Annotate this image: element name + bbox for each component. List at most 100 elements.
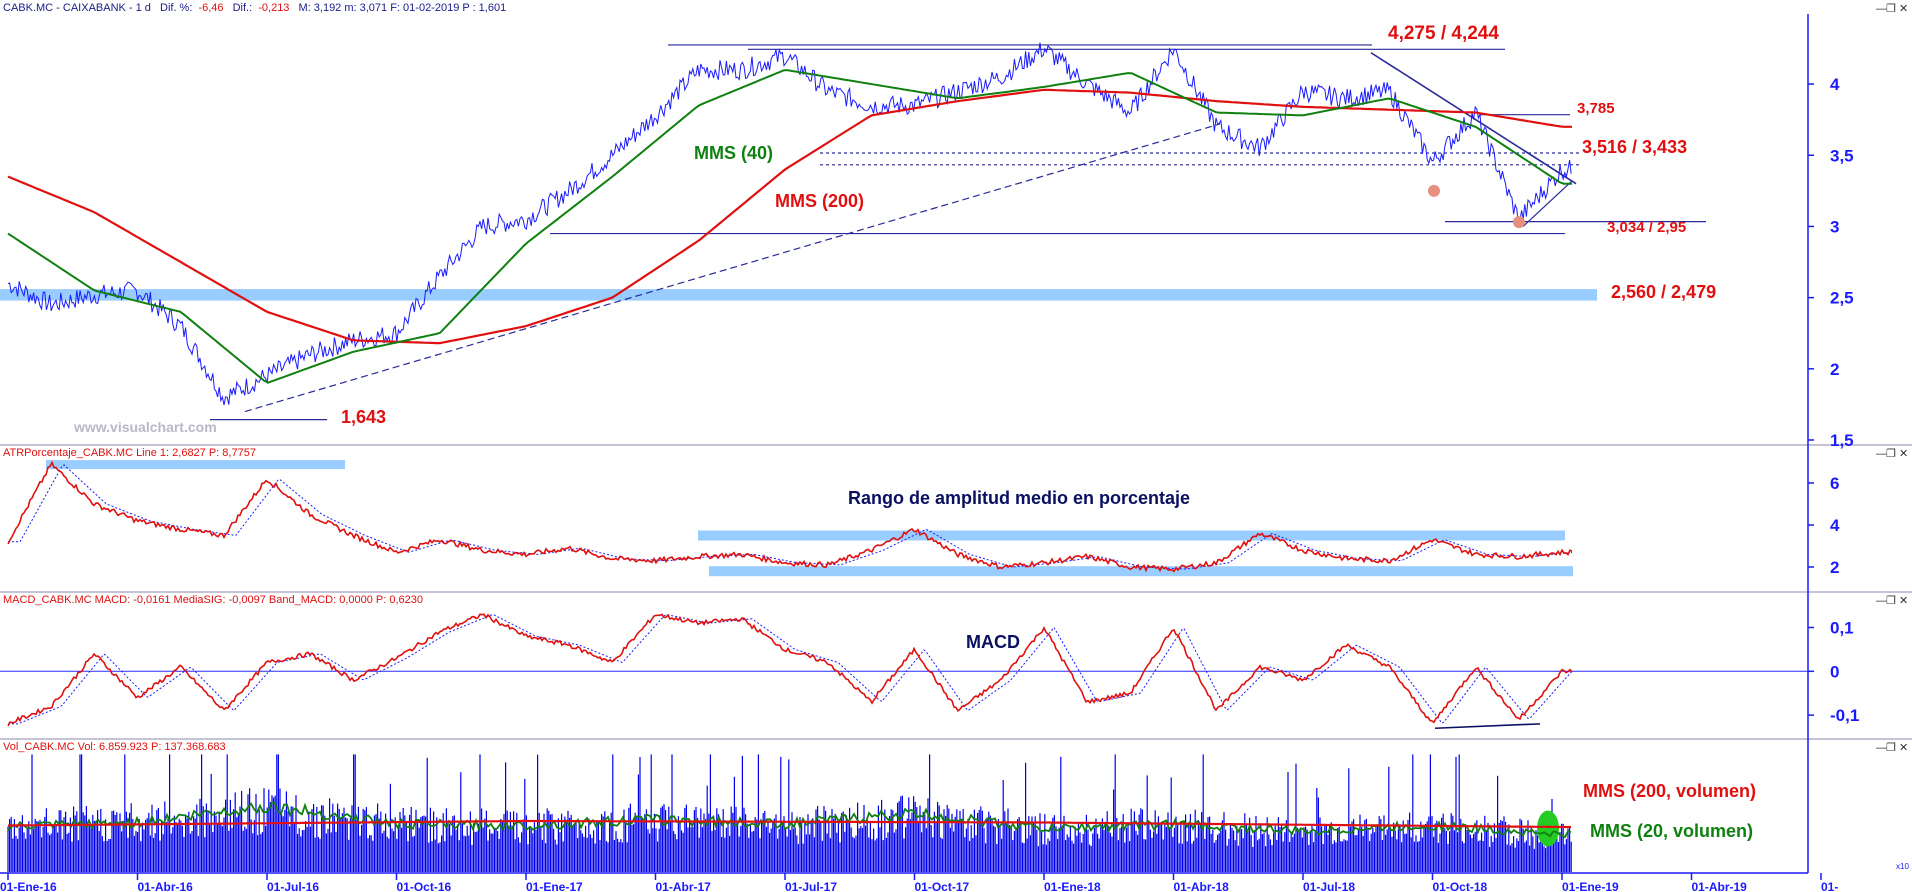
- atr-line: [7, 460, 1573, 573]
- x-tick-label: 01-Oct-18: [1433, 880, 1488, 892]
- atr-axis: 6 4 2: [1808, 474, 1840, 577]
- x-tick-label: 01-: [1821, 880, 1838, 892]
- volume-window-controls: — ❐ ✕: [1876, 742, 1908, 754]
- x-tick-label: 01-Ene-17: [526, 880, 583, 892]
- atr-header-text: ATRPorcentaje_CABK.MC Line 1: 2,6827 P: …: [3, 447, 256, 459]
- volume-close-button[interactable]: ✕: [1899, 742, 1908, 754]
- x-tick-label: 01-Oct-16: [397, 880, 452, 892]
- mma40-line: [7, 69, 1572, 384]
- price-panel: [0, 42, 1706, 421]
- mma200-line: [7, 88, 1572, 345]
- x-tick-label: 01-Oct-17: [915, 880, 970, 892]
- volume-mma200-label: MMS (200, volumen): [1583, 781, 1756, 801]
- x-tick-label: 01-Jul-16: [267, 880, 319, 892]
- x-tick-label: 01-Abr-18: [1174, 880, 1230, 892]
- macd-panel-header: MACD_CABK.MC MACD: -0,0161 MediaSIG: -0,…: [3, 594, 423, 606]
- dif-label: Dif.:: [233, 2, 253, 14]
- long-trendline: [244, 123, 1221, 413]
- svg-text:CABK.MC - CAIXABANK - 1 d: CABK.MC - CAIXABANK - 1 d Dif. %: -6,46 …: [3, 2, 506, 14]
- x-tick-label: 01-Ene-19: [1562, 880, 1619, 892]
- pivot-dot-october: [1428, 184, 1440, 197]
- volume-mma20-label: MMS (20, volumen): [1590, 821, 1753, 841]
- mma40-label: MMS (40): [694, 143, 773, 163]
- macd-window-controls: — ❐ ✕: [1876, 595, 1908, 607]
- macd-signal-line: [8, 613, 1573, 725]
- atr-band-upper: [698, 530, 1565, 541]
- dif-value: -0,213: [258, 2, 289, 14]
- macd-divergence-line: [1434, 723, 1541, 730]
- macd-header-text: MACD_CABK.MC MACD: -0,0161 MediaSIG: -0,…: [3, 594, 423, 606]
- low-label: 1,643: [341, 407, 386, 427]
- atr-restore-button[interactable]: ❐: [1886, 448, 1896, 460]
- x-tick-label: 01-Jul-18: [1303, 880, 1355, 892]
- macd-close-button[interactable]: ✕: [1899, 595, 1908, 607]
- panel-frame: [0, 14, 1912, 874]
- price-axis: 4 3,5 3 2,5 2 1,5: [1808, 75, 1854, 450]
- atr-close-button[interactable]: ✕: [1899, 448, 1908, 460]
- atr-band-lower: [709, 566, 1573, 577]
- atr-caption: Rango de amplitud medio en porcentaje: [848, 488, 1190, 508]
- macd-axis: 0,1 0 -0,1: [1808, 619, 1859, 725]
- x-tick-label: 01-Ene-16: [0, 880, 57, 892]
- scale-tag: x10: [1896, 862, 1909, 871]
- price-extra: M: 3,192 m: 3,071 F: 01-02-2019 P : 1,60…: [299, 2, 507, 14]
- price-minimize-button[interactable]: —: [1876, 3, 1887, 15]
- macd-tick-label: 0,1: [1830, 619, 1854, 638]
- dif-pct-label: Dif. %:: [160, 2, 192, 14]
- atr-signal-line: [8, 464, 1573, 570]
- macd-restore-button[interactable]: ❐: [1886, 595, 1896, 607]
- volume-mma20-line: [7, 801, 1572, 839]
- atr-band-high: [46, 460, 345, 470]
- volume-restore-button[interactable]: ❐: [1886, 742, 1896, 754]
- resistance-label: 4,275 / 4,244: [1388, 23, 1499, 44]
- volume-panel-header: Vol_CABK.MC Vol: 6.859.923 P: 137.368.68…: [3, 741, 226, 753]
- x-tick-label: 01-Jul-17: [785, 880, 837, 892]
- price-tick-label: 2,5: [1830, 289, 1854, 308]
- price-line: [7, 42, 1572, 406]
- macd-panel: [0, 613, 1808, 730]
- level-3034-label: 3,034 / 2,95: [1607, 219, 1686, 236]
- dif-pct-value: -6,46: [198, 2, 223, 14]
- price-annotations: 4,275 / 4,244 3,785 3,516 / 3,433 3,034 …: [73, 23, 1716, 435]
- support-band: [0, 289, 1597, 301]
- price-restore-button[interactable]: ❐: [1886, 3, 1896, 15]
- volume-mma200-line: [8, 819, 1571, 829]
- macd-caption: MACD: [966, 632, 1020, 652]
- level-3516-label: 3,516 / 3,433: [1582, 137, 1687, 157]
- price-tick-label: 2: [1830, 360, 1839, 379]
- uptrend-line: [1522, 180, 1573, 227]
- price-close-button[interactable]: ✕: [1899, 3, 1908, 15]
- price-tick-label: 4: [1830, 75, 1840, 94]
- atr-tick-label: 6: [1830, 474, 1839, 493]
- price-tick-label: 3: [1830, 217, 1839, 236]
- macd-tick-label: 0: [1830, 662, 1839, 681]
- x-tick-label: 01-Abr-17: [656, 880, 712, 892]
- watermark: www.visualchart.com: [73, 419, 217, 435]
- atr-tick-label: 2: [1830, 558, 1839, 577]
- macd-minimize-button[interactable]: —: [1876, 595, 1887, 607]
- atr-minimize-button[interactable]: —: [1876, 448, 1887, 460]
- level-2560-label: 2,560 / 2,479: [1611, 282, 1716, 302]
- macd-line: [7, 613, 1573, 727]
- volume-panel: [7, 754, 1572, 872]
- atr-tick-label: 4: [1830, 516, 1840, 535]
- price-ticker: CABK.MC - CAIXABANK - 1 d: [3, 2, 151, 14]
- volume-minimize-button[interactable]: —: [1876, 742, 1887, 754]
- volume-highlight: [1537, 810, 1559, 847]
- level-3785-label: 3,785: [1577, 100, 1615, 117]
- atr-window-controls: — ❐ ✕: [1876, 448, 1908, 460]
- x-axis: 01-Ene-16 01-Abr-16 01-Jul-16 01-Oct-16 01-E…: [0, 873, 1838, 892]
- price-panel-header: CABK.MC - CAIXABANK - 1 d Dif. %: -6,46 …: [0, 0, 1912, 14]
- x-tick-label: 01-Abr-19: [1692, 880, 1748, 892]
- x-tick-label: 01-Abr-16: [138, 880, 194, 892]
- mma200-label: MMS (200): [775, 191, 864, 211]
- macd-tick-label: -0,1: [1830, 706, 1859, 725]
- atr-panel-header: ATRPorcentaje_CABK.MC Line 1: 2,6827 P: …: [3, 447, 256, 459]
- pivot-dot-december: [1513, 216, 1525, 229]
- price-tick-label: 3,5: [1830, 146, 1854, 165]
- price-window-controls: — ❐ ✕: [1876, 3, 1908, 15]
- x-tick-label: 01-Ene-18: [1044, 880, 1101, 892]
- atr-panel: [7, 460, 1573, 577]
- price-tick-label: 1,5: [1830, 431, 1854, 450]
